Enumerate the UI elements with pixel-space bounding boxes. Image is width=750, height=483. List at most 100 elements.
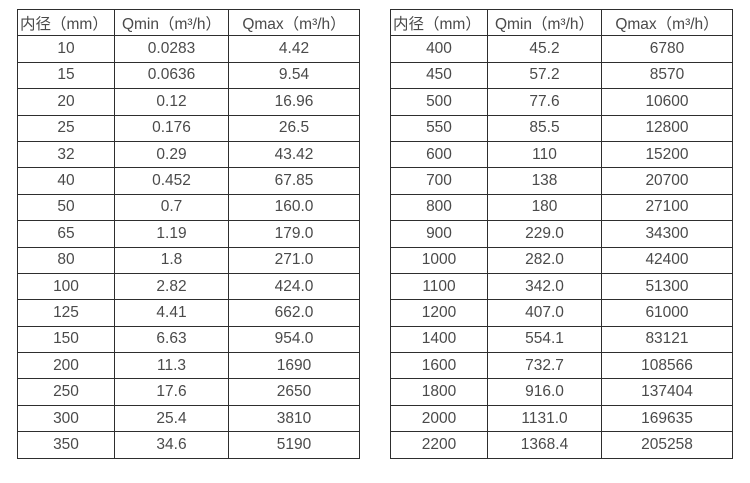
inner-diameter-cell: 900	[390, 220, 488, 248]
header-row: 内径（mm） Qmin（m³/h） Qmax（m³/h）	[17, 8, 360, 37]
qmax-cell: 137404	[601, 378, 733, 406]
qmin-cell: 407.0	[487, 299, 602, 327]
inner-diameter-cell: 400	[390, 35, 488, 63]
qmin-cell: 0.0283	[114, 35, 229, 63]
qmax-cell: 67.85	[228, 167, 360, 195]
qmin-cell: 282.0	[487, 246, 602, 274]
table-row: 200 11.3 1690	[17, 352, 360, 380]
qmax-cell: 42400	[601, 246, 733, 274]
qmin-cell: 34.6	[114, 431, 229, 459]
qmax-cell: 2650	[228, 378, 360, 406]
table-row: 2200 1368.4 205258	[390, 431, 733, 459]
qmax-cell: 16.96	[228, 88, 360, 116]
qmin-cell: 110	[487, 140, 602, 169]
qmin-cell: 732.7	[487, 352, 602, 380]
qmin-cell: 0.0636	[114, 61, 229, 90]
qmax-cell: 9.54	[228, 61, 360, 90]
table-row: 350 34.6 5190	[17, 431, 360, 459]
qmax-cell: 10600	[601, 88, 733, 116]
inner-diameter-cell: 250	[17, 378, 115, 406]
qmin-cell: 1.8	[114, 246, 229, 274]
table-row: 1200 407.0 61000	[390, 299, 733, 327]
qmax-cell: 61000	[601, 299, 733, 327]
table-row: 250 17.6 2650	[17, 378, 360, 406]
table-row: 600 110 15200	[390, 140, 733, 169]
qmax-cell: 20700	[601, 167, 733, 195]
qmin-cell: 1368.4	[487, 431, 602, 459]
inner-diameter-header: 内径（mm）	[17, 8, 115, 37]
qmax-cell: 424.0	[228, 272, 360, 301]
table-row: 1800 916.0 137404	[390, 378, 733, 406]
qmax-cell: 205258	[601, 431, 733, 459]
qmin-cell: 180	[487, 193, 602, 222]
table-row: 20 0.12 16.96	[17, 88, 360, 116]
inner-diameter-cell: 700	[390, 167, 488, 195]
qmax-cell: 6780	[601, 35, 733, 63]
qmax-cell: 954.0	[228, 325, 360, 354]
table-row: 80 1.8 271.0	[17, 246, 360, 274]
inner-diameter-cell: 350	[17, 431, 115, 459]
qmin-cell: 0.176	[114, 114, 229, 142]
qmin-cell: 77.6	[487, 88, 602, 116]
table-row: 40 0.452 67.85	[17, 167, 360, 195]
qmax-cell: 662.0	[228, 299, 360, 327]
qmax-header: Qmax（m³/h）	[601, 8, 733, 37]
flow-range-table-small-diameters: 内径（mm） Qmin（m³/h） Qmax（m³/h） 10 0.0283 4.42 1…	[17, 8, 360, 459]
table-row: 1000 282.0 42400	[390, 246, 733, 274]
qmin-header: Qmin（m³/h）	[114, 8, 229, 37]
inner-diameter-cell: 1600	[390, 352, 488, 380]
qmin-cell: 0.452	[114, 167, 229, 195]
qmin-cell: 6.63	[114, 325, 229, 354]
qmax-cell: 179.0	[228, 220, 360, 248]
inner-diameter-cell: 80	[17, 246, 115, 274]
qmin-cell: 1.19	[114, 220, 229, 248]
table-row: 2000 1131.0 169635	[390, 404, 733, 433]
table-row: 450 57.2 8570	[390, 61, 733, 90]
qmin-cell: 342.0	[487, 272, 602, 301]
inner-diameter-cell: 1100	[390, 272, 488, 301]
table-row: 125 4.41 662.0	[17, 299, 360, 327]
qmax-cell: 169635	[601, 404, 733, 433]
qmax-cell: 1690	[228, 352, 360, 380]
inner-diameter-cell: 65	[17, 220, 115, 248]
qmin-cell: 1131.0	[487, 404, 602, 433]
table-row: 800 180 27100	[390, 193, 733, 222]
qmin-cell: 25.4	[114, 404, 229, 433]
qmax-cell: 83121	[601, 325, 733, 354]
qmin-cell: 0.12	[114, 88, 229, 116]
qmax-cell: 34300	[601, 220, 733, 248]
flow-range-table-large-diameters: 内径（mm） Qmin（m³/h） Qmax（m³/h） 400 45.2 6780 45…	[390, 8, 733, 459]
inner-diameter-cell: 450	[390, 61, 488, 90]
table-row: 65 1.19 179.0	[17, 220, 360, 248]
qmin-cell: 0.7	[114, 193, 229, 222]
table-row: 300 25.4 3810	[17, 404, 360, 433]
inner-diameter-cell: 15	[17, 61, 115, 90]
qmax-cell: 26.5	[228, 114, 360, 142]
qmax-cell: 8570	[601, 61, 733, 90]
inner-diameter-cell: 10	[17, 35, 115, 63]
qmax-cell: 108566	[601, 352, 733, 380]
table-row: 150 6.63 954.0	[17, 325, 360, 354]
inner-diameter-cell: 200	[17, 352, 115, 380]
qmin-cell: 57.2	[487, 61, 602, 90]
table-row: 25 0.176 26.5	[17, 114, 360, 142]
qmax-cell: 3810	[228, 404, 360, 433]
header-row: 内径（mm） Qmin（m³/h） Qmax（m³/h）	[390, 8, 733, 37]
qmin-cell: 2.82	[114, 272, 229, 301]
inner-diameter-cell: 32	[17, 140, 115, 169]
table-row: 32 0.29 43.42	[17, 140, 360, 169]
inner-diameter-cell: 1800	[390, 378, 488, 406]
qmin-header: Qmin（m³/h）	[487, 8, 602, 37]
inner-diameter-header: 内径（mm）	[390, 8, 488, 37]
inner-diameter-cell: 1200	[390, 299, 488, 327]
table-row: 400 45.2 6780	[390, 35, 733, 63]
inner-diameter-cell: 125	[17, 299, 115, 327]
inner-diameter-cell: 550	[390, 114, 488, 142]
qmax-cell: 27100	[601, 193, 733, 222]
inner-diameter-cell: 800	[390, 193, 488, 222]
table-row: 900 229.0 34300	[390, 220, 733, 248]
qmax-cell: 271.0	[228, 246, 360, 274]
table-row: 1400 554.1 83121	[390, 325, 733, 354]
qmax-cell: 4.42	[228, 35, 360, 63]
inner-diameter-cell: 1000	[390, 246, 488, 274]
